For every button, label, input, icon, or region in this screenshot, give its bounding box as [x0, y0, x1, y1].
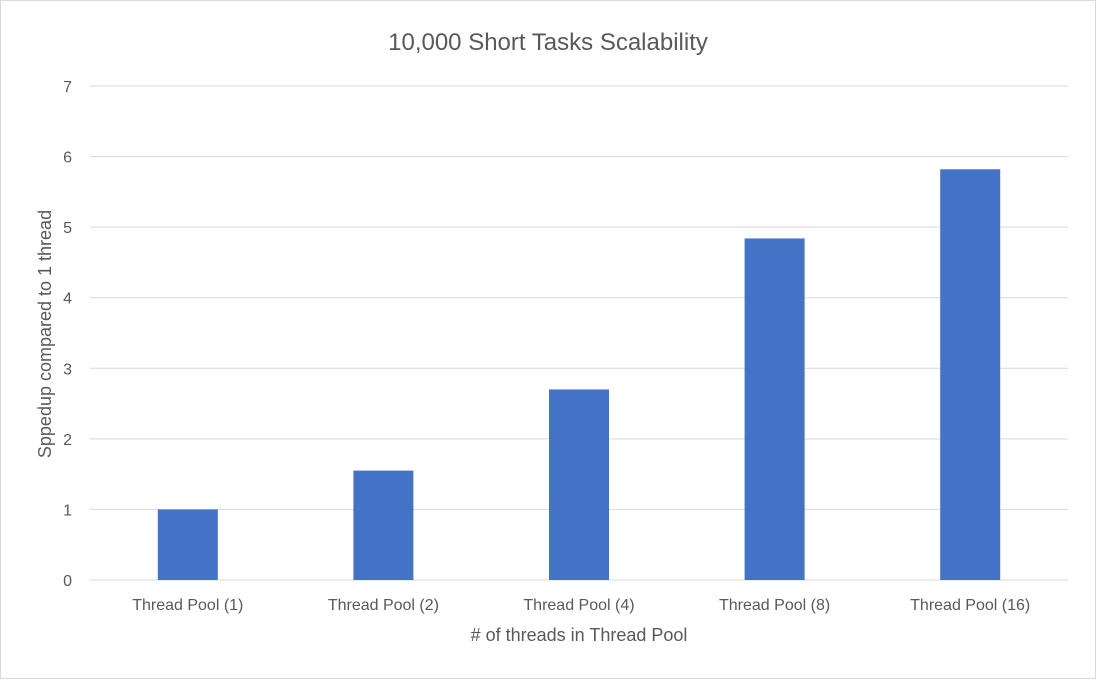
x-tick-label: Thread Pool (2): [328, 597, 439, 614]
y-tick-label: 6: [63, 150, 72, 167]
bar: [353, 470, 414, 580]
y-tick-label: 3: [63, 361, 72, 378]
x-axis-ticks: Thread Pool (1) Thread Pool (2) Thread Poo…: [132, 597, 1030, 614]
x-tick-label: Thread Pool (4): [523, 597, 634, 614]
y-tick-label: 0: [63, 573, 72, 590]
y-axis-title: Sppedup compared to 1 thread: [35, 210, 55, 458]
y-axis-ticks: 0 1 2 3 4 5 6 7: [63, 79, 72, 590]
bar: [549, 389, 609, 580]
x-tick-label: Thread Pool (1): [132, 597, 243, 614]
x-tick-label: Thread Pool (16): [910, 597, 1030, 614]
y-tick-label: 7: [63, 79, 72, 96]
bar: [940, 169, 1001, 580]
gridlines: [90, 85, 1068, 581]
x-axis-title: # of threads in Thread Pool: [471, 625, 688, 645]
bars: [157, 169, 1001, 581]
x-tick-label: Thread Pool (8): [719, 597, 830, 614]
chart-title: 10,000 Short Tasks Scalability: [388, 29, 708, 56]
y-tick-label: 4: [63, 291, 72, 308]
y-tick-label: 1: [63, 502, 72, 519]
y-tick-label: 5: [63, 220, 72, 237]
bar: [744, 238, 805, 581]
bar: [157, 509, 218, 580]
y-tick-label: 2: [63, 432, 72, 449]
